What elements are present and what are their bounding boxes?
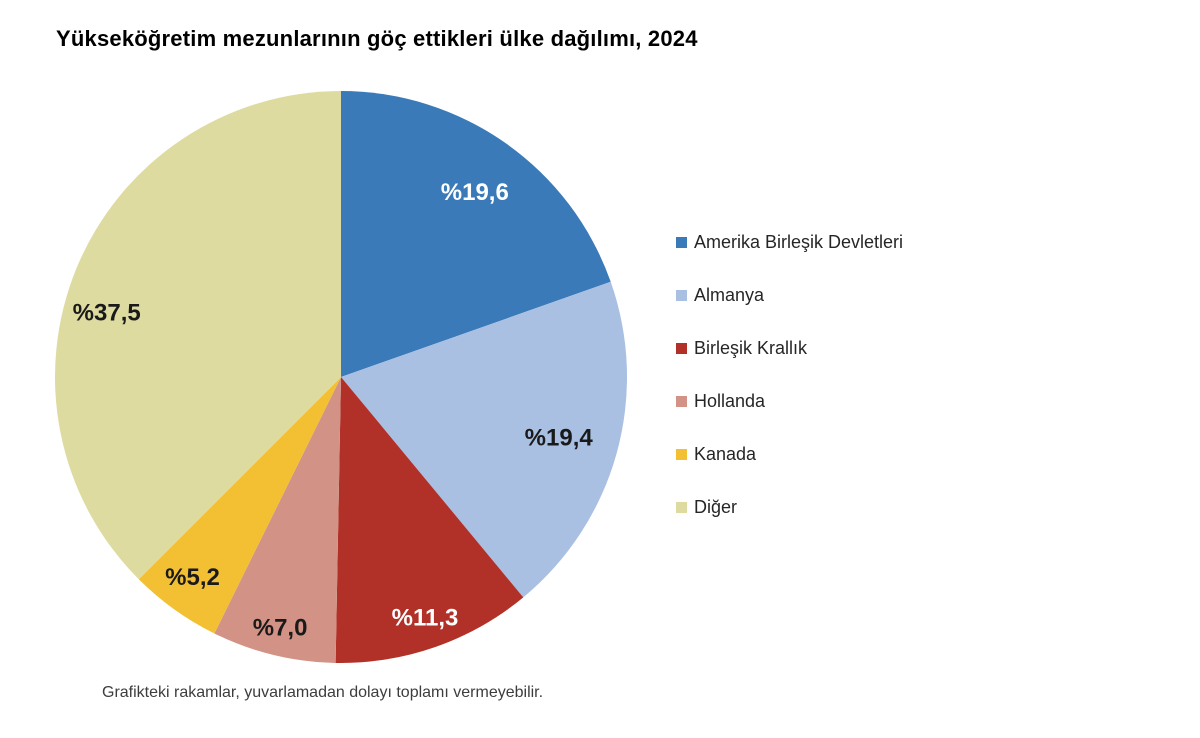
legend-label-almanya: Almanya	[694, 284, 765, 305]
legend-label-diger: Diğer	[694, 496, 738, 517]
legend-marker-abd	[676, 236, 687, 248]
legend-marker-diger	[676, 501, 687, 513]
pie-slice-almanya	[341, 281, 628, 598]
pie-slice-hollanda	[214, 377, 341, 663]
legend-item-birlesik-krallik: Birleşik Krallık	[676, 337, 903, 359]
legend-label-birlesik-krallik: Birleşik Krallık	[694, 337, 808, 358]
pie-slice-birlesik-krallik	[335, 377, 524, 664]
pie-slice-abd	[341, 91, 611, 377]
legend-label-kanada: Kanada	[694, 443, 757, 464]
pie-slice-diger	[55, 91, 341, 580]
pie-slice-value-hollanda: %7,0	[253, 615, 308, 642]
legend-marker-almanya	[676, 289, 687, 301]
legend-item-hollanda: Hollanda	[676, 390, 903, 412]
legend-item-diger: Diğer	[676, 496, 903, 518]
legend-label-hollanda: Hollanda	[694, 390, 766, 411]
legend-item-kanada: Kanada	[676, 443, 903, 465]
chart-title: Yükseköğretim mezunlarının göç ettikleri…	[56, 26, 698, 51]
pie-slice-kanada	[138, 377, 341, 634]
pie-slice-value-kanada: %5,2	[165, 564, 220, 591]
legend: Amerika Birleşik Devletleri Almanya Birleş…	[676, 231, 903, 549]
pie-slice-value-abd: %19,6	[441, 179, 509, 206]
pie-slice-value-diger: %37,5	[73, 299, 141, 326]
legend-item-abd: Amerika Birleşik Devletleri	[676, 231, 903, 253]
legend-marker-hollanda	[676, 395, 687, 407]
pie-slice-value-almanya: %19,4	[525, 425, 594, 452]
legend-label-abd: Amerika Birleşik Devletleri	[694, 231, 904, 252]
legend-marker-birlesik-krallik	[676, 342, 687, 354]
pie-slice-value-birlesik-krallik: %11,3	[392, 605, 459, 632]
chart-footnote: Grafikteki rakamlar, yuvarlamadan dolayı…	[102, 684, 544, 701]
legend-marker-kanada	[676, 448, 687, 460]
legend-item-almanya: Almanya	[676, 284, 903, 306]
